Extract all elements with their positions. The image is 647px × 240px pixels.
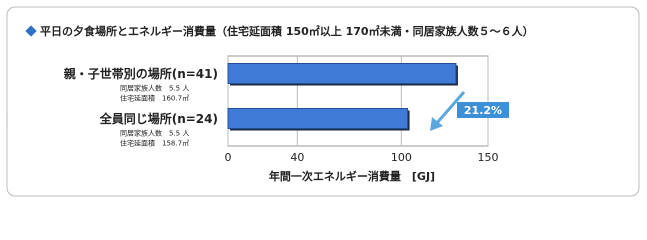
category-note: 住宅延面積 160.7㎡ [120, 94, 189, 103]
x-tick-label: 0 [225, 151, 232, 164]
chart-title: 平日の夕食場所とエネルギー消費量（住宅延面積 150㎡以上 170㎡未満・同居家… [40, 24, 534, 38]
x-tick-label: 40 [290, 151, 304, 164]
annotation: 21.2% [464, 104, 502, 117]
annotation-arrowhead [430, 117, 443, 131]
x-tick-label: 100 [391, 151, 412, 164]
x-axis-title: 年間一次エネルギー消費量 [GJ] [269, 169, 435, 183]
category-note: 同居家族人数 5.5 人 [120, 129, 189, 138]
annotation-arrow [434, 91, 466, 125]
y-tick-label: 親・子世帯別の場所(n=41) [64, 66, 218, 81]
category-note: 住宅延面積 158.7㎡ [120, 139, 189, 148]
title-icon [25, 25, 37, 37]
category-note: 同居家族人数 5.5 人 [120, 84, 189, 93]
x-tick-label: 150 [478, 151, 499, 164]
bar [227, 108, 409, 129]
y-tick-label: 全員同じ場所(n=24) [99, 111, 218, 126]
chart: 平日の夕食場所とエネルギー消費量（住宅延面積 150㎡以上 170㎡未満・同居家… [6, 6, 640, 197]
bar [227, 63, 457, 84]
annotation-box [457, 102, 509, 118]
